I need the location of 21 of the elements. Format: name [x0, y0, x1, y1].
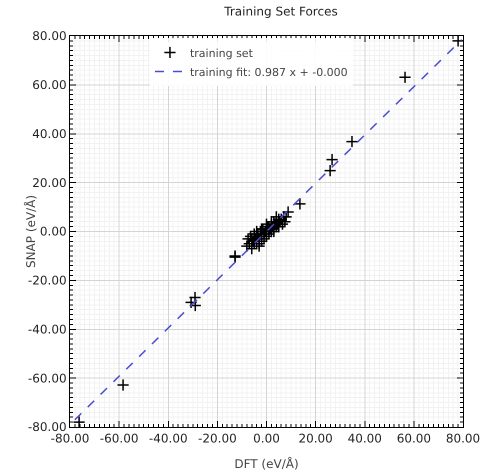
y-tick-label: -20.00 — [28, 274, 67, 288]
y-tick-label: 0.00 — [40, 224, 67, 239]
legend-label: training set — [190, 46, 254, 60]
x-tick-label: -40.00 — [148, 431, 188, 446]
legend-label: training fit: 0.987 x + -0.000 — [190, 66, 348, 79]
x-tick-label: 0.00 — [253, 431, 280, 446]
x-tick-label: 20.00 — [298, 431, 333, 446]
y-axis-title: SNAP (eV/Å) — [22, 194, 38, 268]
x-tick-label: -60.00 — [100, 431, 138, 446]
y-tick-label: 20.00 — [32, 176, 67, 190]
x-tick-label: 60.00 — [396, 431, 432, 446]
y-tick-label: 60.00 — [32, 78, 67, 92]
x-tick-label: -20.00 — [198, 431, 237, 446]
x-tick-label: 80.00 — [446, 431, 480, 446]
y-tick-label: 40.00 — [32, 126, 67, 141]
chart-title: Training Set Forces — [223, 4, 338, 18]
x-axis-title: DFT (eV/Å) — [234, 456, 299, 471]
y-tick-label: 80.00 — [32, 29, 67, 44]
x-tick-label: 40.00 — [348, 431, 382, 446]
y-tick-label: -40.00 — [28, 322, 67, 336]
y-tick-label: -60.00 — [28, 371, 67, 386]
